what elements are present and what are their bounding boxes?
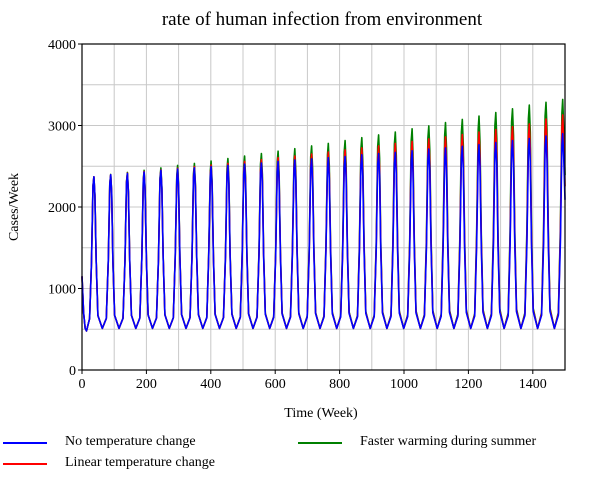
x-tick-label: 600 [265, 377, 286, 392]
chart-title: rate of human infection from environment [162, 9, 483, 30]
x-tick-label: 1000 [390, 377, 418, 392]
y-tick-label: 1000 [48, 283, 76, 298]
x-tick-label: 800 [329, 377, 350, 392]
legend-swatch-blue [3, 442, 47, 444]
y-tick-label: 2000 [48, 201, 76, 216]
y-axis-label: Cases/Week [7, 173, 22, 241]
legend-swatch-red [3, 463, 47, 465]
series-lines [81, 98, 566, 332]
x-axis-label: Time (Week) [284, 406, 358, 421]
legend-swatch-green [298, 442, 342, 444]
legend-label: No temperature change [65, 434, 196, 449]
x-tick-label: 1400 [519, 377, 547, 392]
y-tick-label: 0 [69, 364, 76, 379]
x-tick-label: 0 [79, 377, 86, 392]
y-tick-label: 4000 [48, 38, 76, 53]
legend-label: Faster warming during summer [360, 434, 537, 449]
x-tick-label: 1200 [454, 377, 482, 392]
tick-labels: 0 200 400 600 800 1000 1200 1400 0 1000 2000 3000 40… [48, 38, 547, 392]
x-tick-label: 200 [136, 377, 157, 392]
legend-label: Linear temperature change [65, 455, 216, 470]
series-line-no-temperature-change [81, 132, 566, 332]
x-tick-label: 400 [200, 377, 221, 392]
y-tick-label: 3000 [48, 120, 76, 135]
